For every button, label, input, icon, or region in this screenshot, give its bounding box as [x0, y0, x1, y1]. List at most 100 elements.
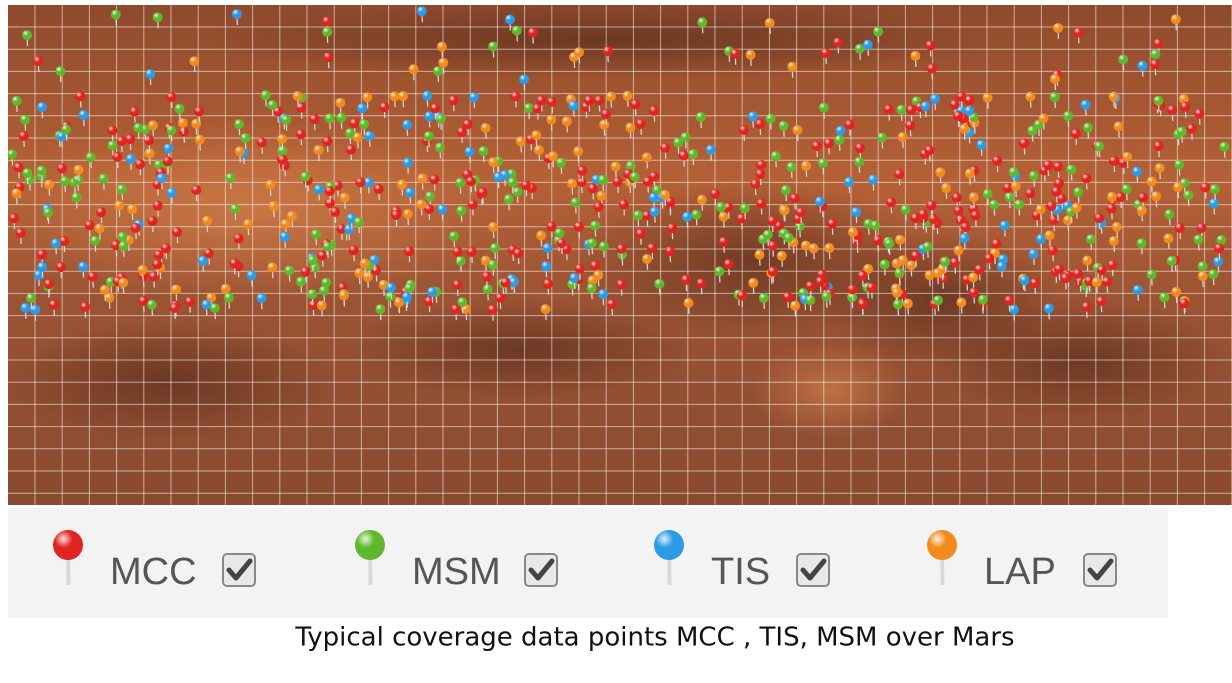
pin — [844, 176, 855, 193]
pin — [1109, 156, 1120, 173]
pin — [118, 277, 129, 294]
legend-checkbox[interactable] — [1083, 553, 1117, 587]
pin — [868, 174, 879, 191]
pin — [116, 135, 127, 152]
pin — [75, 91, 86, 108]
pin — [1072, 268, 1083, 285]
pin — [197, 255, 208, 272]
pin — [758, 292, 769, 309]
pin — [586, 283, 597, 300]
pin — [1008, 167, 1019, 184]
pin — [1197, 271, 1208, 288]
legend-checkbox[interactable] — [524, 553, 558, 587]
pin — [178, 126, 189, 143]
pin — [629, 171, 640, 188]
legend-checkbox[interactable] — [796, 553, 830, 587]
pin — [1196, 222, 1207, 240]
pin — [515, 136, 526, 153]
pin — [808, 243, 819, 260]
pin — [201, 215, 212, 232]
pin — [1151, 191, 1162, 208]
terrain — [8, 120, 510, 300]
pin — [823, 138, 834, 155]
pin — [976, 139, 987, 156]
pin — [664, 246, 675, 263]
pin — [1025, 188, 1036, 205]
pin — [750, 179, 761, 196]
pin — [918, 209, 929, 226]
pin — [1063, 111, 1074, 128]
pin — [616, 243, 627, 260]
pin — [738, 124, 749, 142]
legend-item: MSM — [355, 530, 558, 593]
pin — [323, 52, 334, 69]
pin — [1082, 255, 1093, 272]
pin — [13, 162, 24, 179]
pin — [385, 291, 396, 308]
pin — [1146, 176, 1157, 193]
pin — [423, 131, 434, 148]
pin — [736, 290, 747, 307]
pin — [72, 174, 83, 191]
pin — [884, 238, 895, 255]
pin — [1043, 303, 1054, 320]
pin — [114, 200, 125, 217]
pin — [1118, 54, 1129, 71]
pin — [723, 202, 734, 219]
pin — [789, 193, 800, 210]
pin — [696, 278, 707, 295]
legend-item: LAP — [927, 530, 1117, 593]
pin — [590, 220, 601, 237]
pin — [277, 145, 288, 162]
pin — [1122, 151, 1133, 168]
pin — [240, 133, 251, 150]
pin — [989, 199, 1000, 216]
pin — [338, 290, 349, 307]
pin — [112, 151, 123, 168]
pin — [1082, 122, 1093, 139]
pin — [1121, 184, 1132, 201]
pin — [87, 271, 98, 288]
pin — [1051, 186, 1062, 203]
pin — [949, 257, 960, 274]
pin — [309, 114, 320, 131]
pin — [1094, 141, 1105, 158]
pin — [951, 192, 962, 209]
pin — [767, 215, 778, 232]
pin — [1153, 95, 1164, 112]
pin — [910, 213, 921, 230]
caption: Typical coverage data points MCC , TIS, … — [294, 623, 1014, 653]
pin — [322, 16, 333, 33]
pin — [1080, 99, 1091, 116]
pin — [488, 222, 499, 239]
pin — [959, 123, 970, 140]
pin — [635, 118, 646, 135]
pin — [20, 302, 31, 319]
pin — [133, 122, 144, 139]
pin — [932, 268, 943, 285]
pin — [432, 66, 443, 83]
pin — [642, 210, 653, 227]
pin — [1150, 59, 1161, 76]
pin — [22, 168, 33, 185]
pin — [783, 232, 794, 249]
pin — [223, 292, 234, 309]
pin — [339, 192, 350, 209]
pin — [465, 176, 476, 193]
pin — [1008, 304, 1019, 321]
pin — [363, 177, 374, 194]
legend-checkbox[interactable] — [222, 553, 256, 587]
pin — [231, 9, 242, 26]
pin — [877, 132, 888, 149]
pin — [532, 103, 543, 120]
pin — [322, 136, 333, 153]
pin — [166, 187, 177, 204]
pin — [59, 236, 70, 253]
pin — [1115, 192, 1126, 209]
pin — [718, 236, 729, 253]
pin — [977, 294, 988, 311]
pin — [821, 291, 832, 308]
pin — [504, 14, 515, 31]
pin — [55, 262, 66, 279]
pin — [379, 102, 390, 119]
